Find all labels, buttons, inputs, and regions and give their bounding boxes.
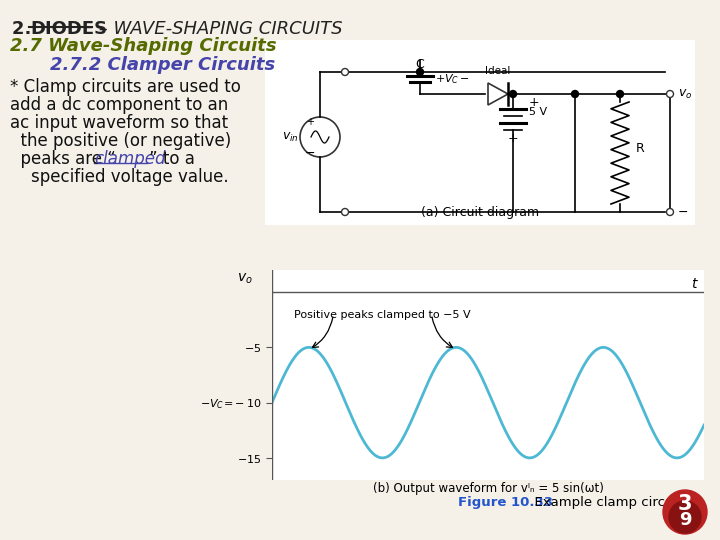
Text: specified voltage value.: specified voltage value.	[10, 168, 229, 186]
Circle shape	[416, 69, 423, 76]
Text: ” to a: ” to a	[149, 150, 195, 168]
Text: Ideal: Ideal	[485, 66, 510, 76]
Circle shape	[667, 91, 673, 98]
Text: (a) Circuit diagram: (a) Circuit diagram	[421, 206, 539, 219]
Bar	[265, 40, 695, 225]
Text: peaks are “: peaks are “	[10, 150, 116, 168]
Text: 5 V: 5 V	[529, 107, 547, 117]
Text: $v_o$: $v_o$	[678, 87, 693, 100]
Circle shape	[669, 501, 701, 533]
Text: Figure 10.33: Figure 10.33	[458, 496, 553, 509]
Text: Example clamp circuit.: Example clamp circuit.	[526, 496, 687, 509]
Circle shape	[341, 69, 348, 76]
Text: C: C	[415, 58, 424, 71]
Text: (b) Output waveform for vᴵₙ = 5 sin(ωt): (b) Output waveform for vᴵₙ = 5 sin(ωt)	[372, 482, 603, 495]
Text: 2.7 Wave-Shaping Circuits: 2.7 Wave-Shaping Circuits	[10, 37, 276, 55]
Text: $t$: $t$	[691, 278, 699, 292]
Text: +: +	[529, 96, 539, 109]
Text: 2.: 2.	[12, 20, 37, 38]
Text: DIODES: DIODES	[30, 20, 107, 38]
Text: * Clamp circuits are used to: * Clamp circuits are used to	[10, 78, 241, 96]
Circle shape	[341, 208, 348, 215]
Circle shape	[667, 208, 673, 215]
Circle shape	[616, 91, 624, 98]
Text: the positive (or negative): the positive (or negative)	[10, 132, 231, 150]
Text: add a dc component to an: add a dc component to an	[10, 96, 228, 114]
Text: R: R	[636, 141, 644, 154]
Text: $v_o$: $v_o$	[237, 272, 253, 286]
Text: clamped: clamped	[94, 150, 166, 168]
Text: −: −	[678, 206, 688, 219]
Text: 2.7.2 Clamper Circuits: 2.7.2 Clamper Circuits	[50, 56, 275, 74]
Text: ac input waveform so that: ac input waveform so that	[10, 114, 228, 132]
Polygon shape	[488, 83, 508, 105]
Text: $+V_C-$: $+V_C-$	[435, 72, 470, 86]
Circle shape	[663, 490, 707, 534]
Text: 3: 3	[678, 494, 692, 514]
Circle shape	[572, 91, 578, 98]
Circle shape	[510, 91, 516, 98]
Text: +: +	[508, 132, 518, 145]
Text: 9: 9	[679, 511, 691, 529]
Text: $v_{in}$: $v_{in}$	[282, 131, 298, 144]
Text: – WAVE-SHAPING CIRCUITS: – WAVE-SHAPING CIRCUITS	[93, 20, 343, 38]
Circle shape	[300, 117, 340, 157]
Text: Positive peaks clamped to −5 V: Positive peaks clamped to −5 V	[294, 310, 471, 320]
Text: −: −	[305, 146, 315, 159]
Text: +: +	[306, 117, 314, 127]
